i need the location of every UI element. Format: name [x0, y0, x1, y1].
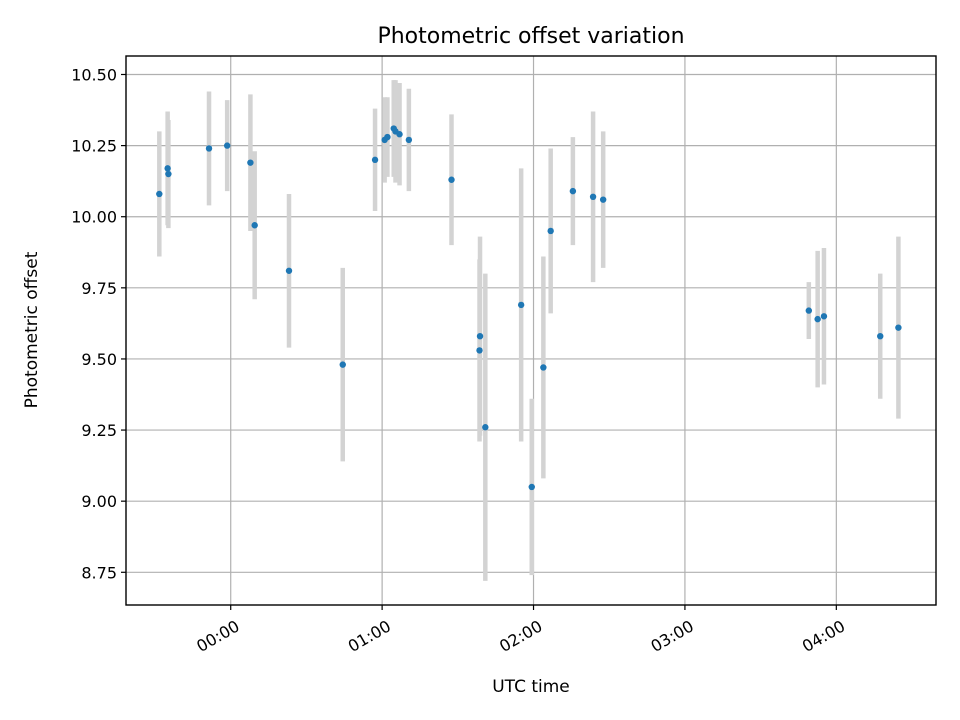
- y-tick-label: 10.50: [71, 65, 117, 84]
- data-point: [877, 332, 884, 340]
- data-point: [164, 165, 171, 172]
- data-point: [482, 424, 489, 431]
- data-point: [589, 193, 597, 201]
- data-point: [547, 227, 554, 235]
- data-point: [156, 190, 163, 198]
- data-point: [247, 159, 254, 166]
- gridlines: [126, 56, 936, 605]
- data-point: [569, 187, 577, 195]
- data-point: [285, 267, 293, 274]
- y-axis-ticks: 8.75 9.00 9.25 9.50 9.75 10.00 10.25 10.50: [71, 65, 126, 582]
- data-point: [223, 142, 231, 149]
- data-point: [895, 324, 902, 331]
- x-axis-label: UTC time: [492, 677, 570, 697]
- data-point: [165, 170, 172, 178]
- data-point: [820, 313, 828, 320]
- data-point: [205, 145, 213, 152]
- data-point: [805, 307, 813, 314]
- data-point: [371, 156, 379, 164]
- data-point: [384, 133, 391, 141]
- data-point: [814, 315, 821, 323]
- data-point: [476, 332, 484, 340]
- data-point: [476, 347, 483, 354]
- data-point: [517, 301, 525, 309]
- data-points: [156, 125, 902, 491]
- chart-title: Photometric offset variation: [377, 24, 684, 49]
- data-point: [528, 483, 535, 491]
- y-tick-label: 10.00: [71, 208, 117, 227]
- data-point: [448, 176, 455, 183]
- data-point: [396, 131, 403, 138]
- y-tick-label: 9.00: [81, 492, 117, 511]
- data-point: [339, 361, 346, 368]
- y-tick-label: 9.75: [81, 279, 117, 298]
- plot-frame: [125, 55, 937, 606]
- data-point: [540, 364, 547, 371]
- data-point: [251, 222, 258, 229]
- y-tick-label: 10.25: [71, 137, 117, 156]
- data-point: [405, 136, 413, 144]
- y-tick-label: 9.25: [81, 421, 117, 440]
- data-point: [599, 196, 607, 203]
- y-axis-label: Photometric offset: [22, 251, 42, 408]
- y-tick-label: 9.50: [81, 350, 117, 369]
- y-tick-label: 8.75: [81, 563, 117, 582]
